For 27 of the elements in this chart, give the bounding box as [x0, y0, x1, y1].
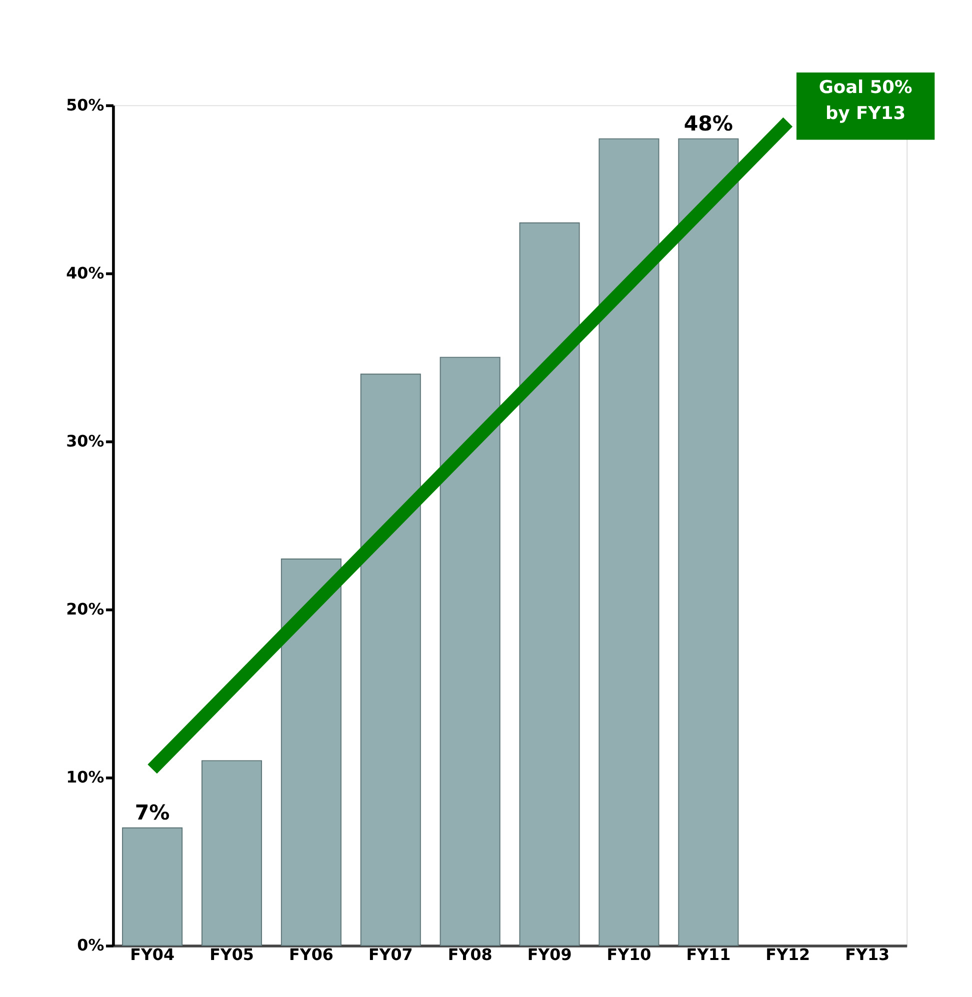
- y-tick-label: 0%: [77, 936, 104, 955]
- bar: [360, 374, 421, 946]
- y-tick-label: 50%: [66, 95, 104, 114]
- x-tick-label: FY07: [368, 945, 413, 964]
- data-label: 7%: [134, 800, 170, 824]
- bar: [519, 222, 580, 946]
- x-tick-label: FY06: [289, 945, 334, 964]
- y-tick-label: 30%: [66, 431, 104, 450]
- y-tick-label: 20%: [66, 600, 104, 619]
- x-tick-label: FY04: [130, 945, 174, 964]
- bar: [678, 138, 739, 946]
- y-tick-label: 10%: [66, 768, 104, 787]
- x-tick-label: FY05: [210, 945, 254, 964]
- x-tick-label: FY12: [766, 945, 810, 964]
- bar: [122, 827, 183, 946]
- x-tick-label: FY13: [845, 945, 890, 964]
- bar: [280, 558, 342, 946]
- data-label: 48%: [684, 111, 733, 136]
- y-tick-label: 40%: [66, 263, 104, 282]
- x-tick-label: FY11: [686, 945, 731, 964]
- x-tick-label: FY09: [527, 945, 572, 964]
- x-tick-label: FY10: [606, 945, 652, 964]
- annotation: Goal 50% by FY13: [818, 78, 912, 124]
- bar: [201, 760, 262, 946]
- x-tick-label: FY08: [448, 945, 492, 964]
- bar: [598, 138, 660, 946]
- bar: [440, 356, 500, 946]
